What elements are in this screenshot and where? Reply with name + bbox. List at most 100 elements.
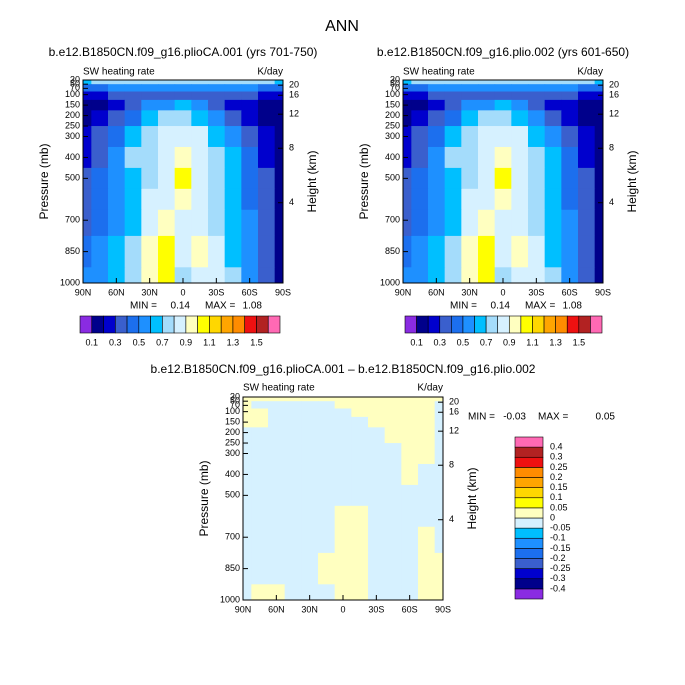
colorbar-box [91, 315, 104, 334]
colorbar-box [485, 315, 499, 334]
field-cell [403, 80, 412, 85]
field-cell [528, 188, 546, 211]
field-cell [268, 463, 286, 486]
field-cell [461, 146, 479, 169]
y2-tick-label: 4 [289, 197, 294, 207]
field-cell [401, 401, 419, 410]
colorbar-box [114, 315, 128, 334]
y-tick-label: 100 [65, 89, 80, 99]
field-cell [141, 84, 159, 93]
y-tick-label: 400 [385, 152, 400, 162]
field-cell [411, 146, 429, 169]
field-cell [318, 401, 336, 410]
colorbar-box [514, 537, 544, 549]
field-cell [268, 484, 286, 507]
field-cell [528, 146, 546, 169]
field-cell [411, 167, 429, 190]
field-cell [418, 408, 436, 418]
field-cell [284, 552, 302, 585]
field-cell [461, 80, 479, 85]
y-tick-label: 30 [390, 74, 400, 84]
colorbar-label: 0.7 [480, 337, 493, 347]
colorbar-box [514, 517, 544, 529]
field-cell [368, 526, 386, 554]
colorbar-box [256, 315, 269, 334]
colorbar-box [555, 315, 568, 334]
field-cell [301, 408, 319, 418]
field-cell [434, 584, 444, 601]
field-cell [561, 209, 579, 237]
field-cell [243, 427, 252, 444]
field-cell [561, 110, 579, 127]
field-cell [251, 552, 269, 585]
colorbar-label: 0.1 [86, 337, 99, 347]
field-cell [594, 267, 604, 284]
field-cell [274, 126, 284, 148]
field-cell [301, 427, 319, 444]
field-cell [418, 463, 436, 486]
field-cell [274, 167, 284, 190]
field-cell [478, 188, 496, 211]
field-cell [284, 526, 302, 554]
field-cell [561, 99, 579, 111]
field-cell [241, 146, 259, 169]
field-cell [158, 126, 176, 148]
field-cell [174, 91, 192, 101]
field-cell [224, 167, 242, 190]
max-label: MAX = [205, 301, 235, 312]
colorbar-box [126, 315, 140, 334]
field-cell [141, 126, 159, 148]
field-cell [241, 99, 259, 111]
field-cell [108, 167, 126, 190]
x-tick-label: 60S [242, 287, 258, 297]
colorbar-label: 0.9 [503, 337, 516, 347]
colorbar-box [532, 315, 545, 334]
field-cell [301, 584, 319, 601]
y-tick-label: 850 [385, 246, 400, 256]
panel-title: b.e12.B1850CN.f09_g16.plioCA.001 – b.e12… [151, 362, 536, 376]
field-cell [384, 584, 402, 601]
field-cell [594, 188, 604, 211]
field-cell [208, 235, 226, 268]
field-cell [578, 126, 596, 148]
field-cell [158, 84, 176, 93]
field-cell [418, 552, 436, 585]
field-cell [258, 188, 276, 211]
field-cell [241, 84, 259, 93]
y2-tick-label: 20 [609, 80, 619, 90]
field-cell [174, 99, 192, 111]
right-string: K/day [577, 67, 603, 78]
colorbar-box [514, 497, 544, 509]
field-cell [401, 552, 419, 585]
colorbar-box [514, 456, 544, 468]
field-cell [174, 80, 192, 85]
field-cell [251, 584, 269, 601]
y-tick-label: 100 [225, 406, 240, 416]
field-cell [208, 80, 226, 85]
y2-axis-label: Height (km) [305, 150, 319, 212]
colorbar-box [508, 315, 522, 334]
y2-tick-label: 4 [449, 514, 454, 524]
field-cell [403, 188, 412, 211]
colorbar-label: 1.5 [573, 337, 586, 347]
field-cell [91, 267, 109, 284]
field-cell [301, 526, 319, 554]
field-cell [158, 80, 176, 85]
field-cell [174, 110, 192, 127]
field-cell [401, 443, 419, 465]
field-cell [544, 209, 562, 237]
field-cell [594, 110, 604, 127]
field-cell [208, 126, 226, 148]
colorbar-box [514, 548, 544, 559]
colorbar-box [451, 315, 464, 334]
field-cell [91, 146, 109, 169]
field-cell [428, 167, 446, 190]
colorbar-box [232, 315, 246, 334]
field-cell [251, 416, 269, 428]
field-cell [434, 463, 444, 486]
x-tick-label: 30N [301, 604, 318, 614]
field-cell [351, 427, 369, 444]
field-cell [224, 80, 242, 85]
colorbar-box [514, 446, 544, 458]
y-tick-label: 100 [385, 89, 400, 99]
